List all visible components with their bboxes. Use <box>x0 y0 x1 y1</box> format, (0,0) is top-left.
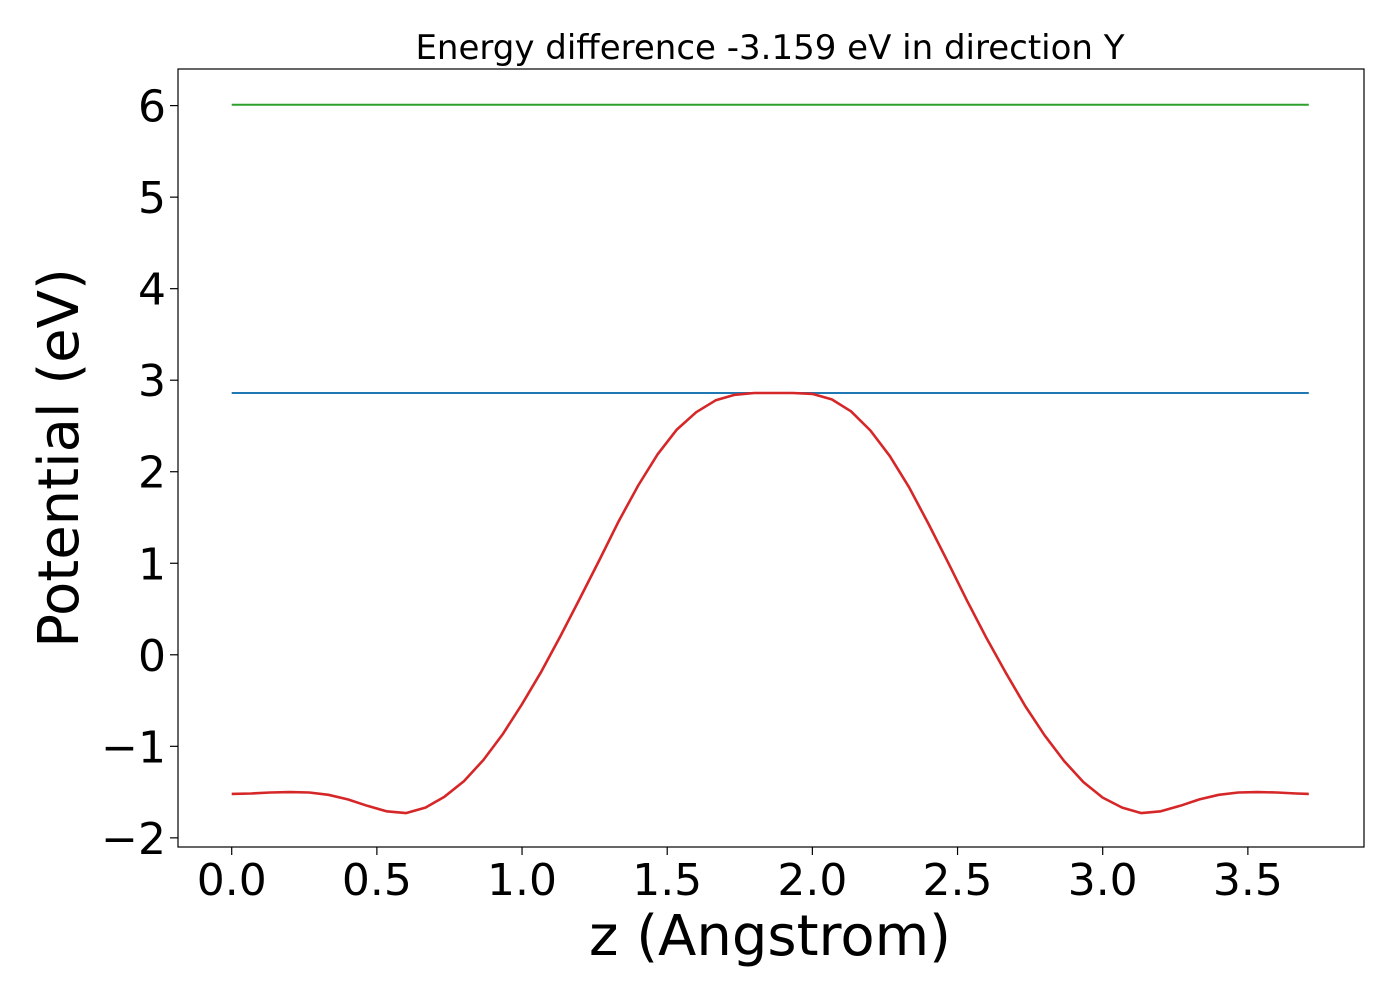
x-axis-label: z (Angstrom) <box>589 904 951 969</box>
x-tick-label: 1.0 <box>487 855 557 906</box>
x-tick-label: 0.5 <box>342 855 412 906</box>
x-tick-label: 0.0 <box>197 855 267 906</box>
x-tick-label: 1.5 <box>632 855 702 906</box>
chart-title: Energy difference -3.159 eV in direction… <box>415 28 1124 68</box>
series-line-2 <box>231 391 1309 815</box>
x-tick-label: 2.5 <box>923 855 993 906</box>
x-axis: 0.0 0.5 1.0 1.5 2.0 2.5 3.0 3.5 <box>197 847 1283 906</box>
y-tick-label: 5 <box>138 173 166 224</box>
y-tick-label: 0 <box>138 631 166 682</box>
y-tick-label: 6 <box>138 82 166 133</box>
x-tick-label: 2.0 <box>777 855 847 906</box>
x-tick-label: 3.5 <box>1213 855 1283 906</box>
plot-area-frame <box>177 68 1365 848</box>
series-layer <box>231 103 1309 815</box>
y-axis-label: Potential (eV) <box>27 268 92 648</box>
y-tick-label: 3 <box>138 356 166 407</box>
y-axis: −2 −1 0 1 2 3 4 5 6 <box>101 82 178 865</box>
y-tick-label: −2 <box>101 814 166 865</box>
y-tick-label: 4 <box>138 265 166 316</box>
y-tick-label: −1 <box>101 722 166 773</box>
x-tick-label: 3.0 <box>1068 855 1138 906</box>
y-tick-label: 1 <box>138 539 166 590</box>
y-tick-label: 2 <box>138 448 166 499</box>
